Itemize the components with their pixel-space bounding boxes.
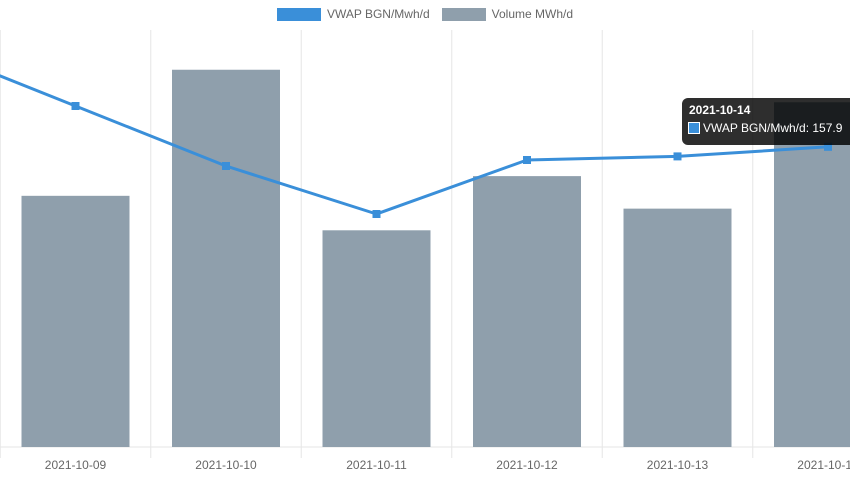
bar-2021-10-12 [473, 176, 581, 447]
bar-2021-10-11 [322, 230, 431, 447]
bar-2021-10-09 [21, 195, 130, 447]
x-tick-label: 2021-10-10 [195, 458, 257, 472]
vwap-point-2021-10-14 [824, 142, 832, 151]
bar-2021-10-10 [172, 69, 280, 448]
tooltip-swatch [688, 122, 700, 134]
vwap-point-2021-10-11 [372, 210, 381, 218]
vwap-point-2021-10-13 [673, 152, 682, 161]
legend-label-volume: Volume MWh/d [491, 7, 574, 21]
legend-label-vwap: VWAP BGN/Mwh/d [326, 7, 430, 21]
tooltip-title: 2021-10-14 [689, 103, 751, 117]
vwap-point-2021-10-12 [523, 156, 531, 164]
legend-swatch-volume [441, 7, 486, 21]
legend-swatch-vwap [276, 7, 321, 21]
legend-item-volume[interactable]: Volume MWh/d [441, 7, 574, 21]
x-tick-label: 2021-10-14 [797, 458, 850, 472]
legend-item-vwap[interactable]: VWAP BGN/Mwh/d [276, 7, 430, 21]
x-tick-label: 2021-10-13 [647, 458, 709, 472]
vwap-point-2021-10-09 [71, 102, 80, 110]
tooltip-row: VWAP BGN/Mwh/d: 157.9 [688, 121, 850, 135]
vwap-point-2021-10-10 [222, 162, 230, 170]
tooltip-value: VWAP BGN/Mwh/d: 157.9 [703, 121, 843, 135]
chart-legend: VWAP BGN/Mwh/d Volume MWh/d [0, 7, 850, 21]
chart-tooltip: 2021-10-14 VWAP BGN/Mwh/d: 157.9 [682, 98, 850, 145]
bar-2021-10-14 [774, 102, 850, 447]
bar-2021-10-13 [623, 208, 732, 447]
x-tick-label: 2021-10-11 [346, 458, 407, 472]
x-tick-label: 2021-10-12 [496, 458, 558, 472]
x-tick-label: 2021-10-09 [45, 458, 107, 472]
